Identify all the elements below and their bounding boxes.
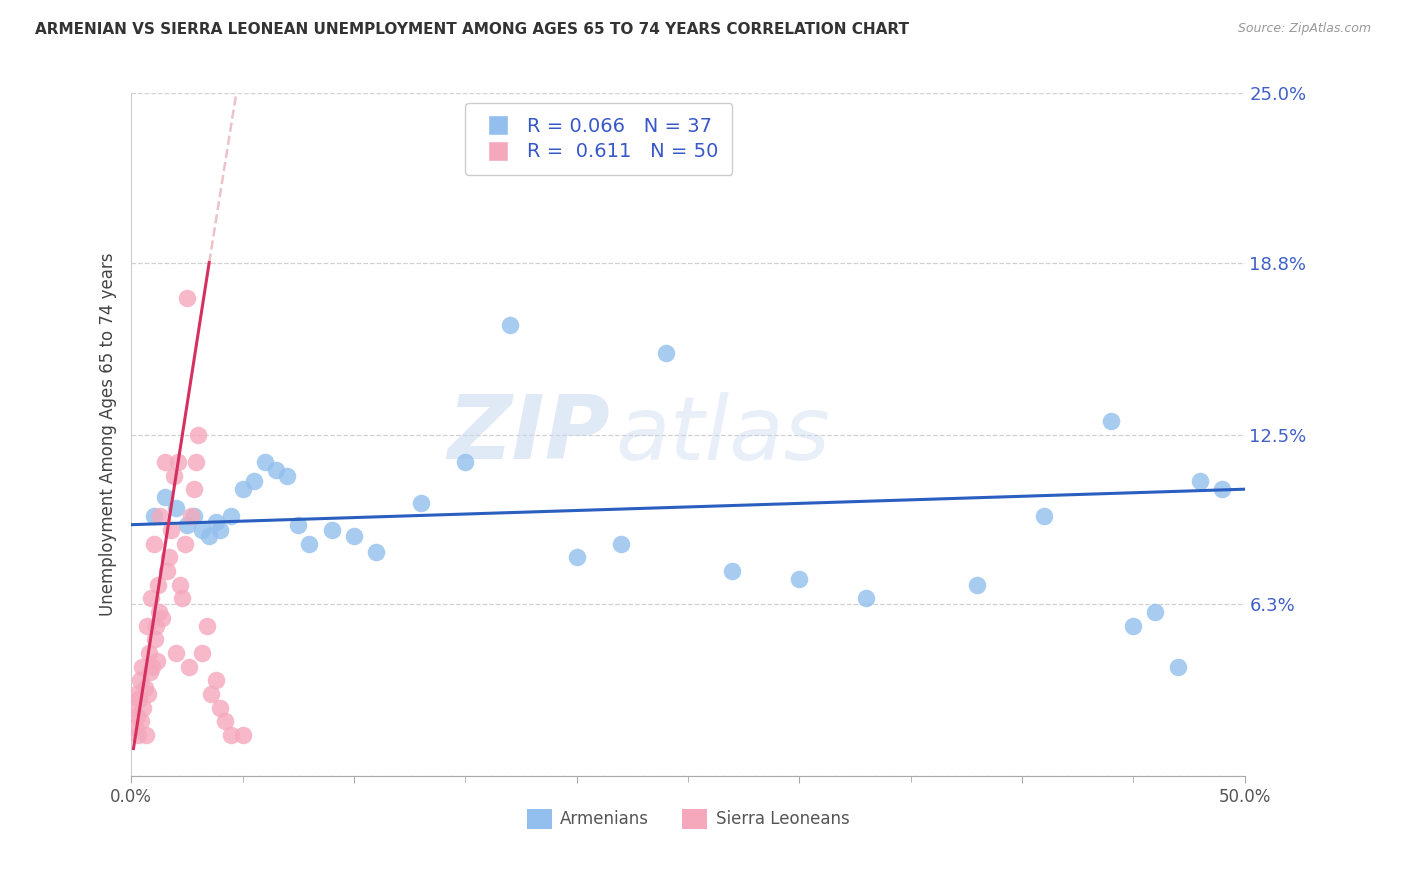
Y-axis label: Unemployment Among Ages 65 to 74 years: Unemployment Among Ages 65 to 74 years <box>100 252 117 616</box>
Point <box>165 646 187 660</box>
Text: ARMENIAN VS SIERRA LEONEAN UNEMPLOYMENT AMONG AGES 65 TO 74 YEARS CORRELATION CH: ARMENIAN VS SIERRA LEONEAN UNEMPLOYMENT … <box>35 22 910 37</box>
Point <box>124 720 146 734</box>
Text: ZIP: ZIP <box>447 391 610 478</box>
Point <box>343 528 366 542</box>
Point <box>855 591 877 606</box>
Point <box>141 659 163 673</box>
Point <box>966 578 988 592</box>
Point <box>191 523 214 537</box>
Point <box>167 455 190 469</box>
Point <box>138 646 160 660</box>
Legend: R = 0.066   N = 37, R =  0.611   N = 50: R = 0.066 N = 37, R = 0.611 N = 50 <box>465 103 733 175</box>
Point <box>149 509 172 524</box>
Point <box>205 515 228 529</box>
Point <box>253 455 276 469</box>
Point <box>209 700 232 714</box>
Point <box>146 654 169 668</box>
Point <box>1122 618 1144 632</box>
Point <box>125 687 148 701</box>
Point <box>610 537 633 551</box>
Point <box>195 618 218 632</box>
Point <box>160 523 183 537</box>
Point <box>143 632 166 647</box>
Text: Source: ZipAtlas.com: Source: ZipAtlas.com <box>1237 22 1371 36</box>
Point <box>179 659 201 673</box>
Point <box>136 687 159 701</box>
Point <box>153 491 176 505</box>
Point <box>1099 414 1122 428</box>
Point <box>172 591 194 606</box>
Point <box>264 463 287 477</box>
Point <box>1211 482 1233 496</box>
Point <box>287 517 309 532</box>
Point <box>125 708 148 723</box>
Point <box>298 537 321 551</box>
Point <box>132 700 155 714</box>
Point <box>1033 509 1056 524</box>
Point <box>232 482 254 496</box>
Point <box>366 545 388 559</box>
Point <box>173 537 195 551</box>
Point <box>191 646 214 660</box>
Point <box>142 537 165 551</box>
Point <box>198 528 221 542</box>
Point <box>221 728 243 742</box>
Text: atlas: atlas <box>616 392 831 477</box>
Point <box>176 291 198 305</box>
Point <box>183 509 205 524</box>
Point <box>721 564 744 578</box>
Point <box>654 345 676 359</box>
Point <box>214 714 236 729</box>
Point <box>128 692 150 706</box>
Point <box>146 578 169 592</box>
Point <box>169 578 191 592</box>
Point <box>127 728 149 742</box>
Point <box>184 455 207 469</box>
Point <box>276 468 298 483</box>
Point <box>209 523 232 537</box>
Point <box>1144 605 1167 619</box>
Point <box>129 673 152 688</box>
Point <box>135 728 157 742</box>
Point <box>129 714 152 729</box>
Point <box>232 728 254 742</box>
Point <box>242 474 264 488</box>
Point <box>221 509 243 524</box>
Point <box>454 455 477 469</box>
Point <box>176 517 198 532</box>
Point <box>183 482 205 496</box>
Point <box>205 673 228 688</box>
Point <box>139 665 162 679</box>
Point <box>142 509 165 524</box>
Point <box>180 509 202 524</box>
Point <box>157 550 180 565</box>
Point <box>787 572 810 586</box>
Point <box>141 591 163 606</box>
Point <box>135 618 157 632</box>
Point <box>1188 474 1211 488</box>
Point <box>409 496 432 510</box>
Point <box>162 468 184 483</box>
Point <box>165 501 187 516</box>
Point <box>152 610 174 624</box>
Point <box>122 700 145 714</box>
Point <box>200 687 222 701</box>
Point <box>565 550 588 565</box>
Point <box>131 659 153 673</box>
Point <box>145 618 167 632</box>
Point <box>153 455 176 469</box>
Point <box>148 605 170 619</box>
Point <box>499 318 522 333</box>
Point <box>321 523 343 537</box>
Point <box>134 681 156 696</box>
Point <box>1167 659 1189 673</box>
Point <box>156 564 179 578</box>
Point <box>187 427 209 442</box>
